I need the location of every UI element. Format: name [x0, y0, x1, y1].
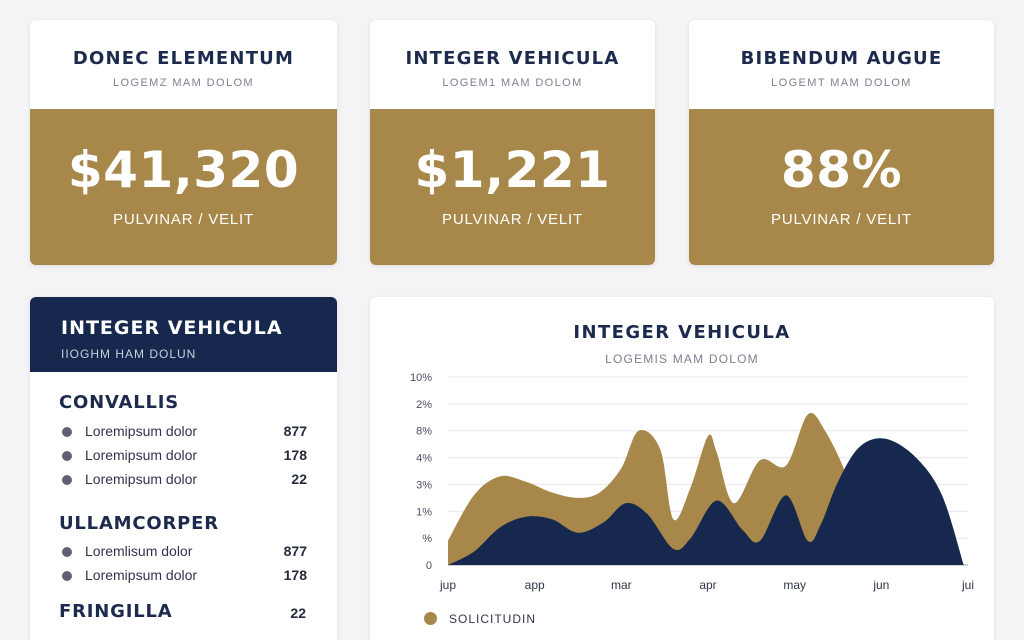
x-tick-label: jui	[961, 578, 974, 592]
y-tick-label: 3%	[416, 479, 432, 491]
y-tick-label: 2%	[416, 399, 432, 411]
kpi-subtitle: LOGEMZ MAM DOLOM	[113, 77, 254, 89]
x-tick-label: mar	[611, 578, 632, 592]
kpi-card-2: INTEGER VEHICULA LOGEM1 MAM DOLOM $1,221…	[370, 20, 655, 265]
bullet-icon	[62, 571, 72, 581]
list-item: Loremipsum dolor 22	[62, 470, 307, 490]
section-title-ullamcorper: ULLAMCORPER	[59, 513, 219, 534]
list-item: Loremlisum dolor 877	[62, 542, 307, 562]
kpi-card-header: BIBENDUM AUGUE LOGEMT MAM DOLOM	[689, 20, 994, 109]
list-item: Loremipsum dolor 178	[62, 446, 307, 466]
list-panel-title: INTEGER VEHICULA	[61, 317, 283, 339]
chart-panel: INTEGER VEHICULA LOGEMIS MAM DOLOM 10% 2%…	[370, 297, 994, 640]
legend-swatch	[424, 612, 437, 625]
list-item: Loremipsum dolor 178	[62, 566, 307, 586]
list-item-label: Loremlisum dolor	[85, 543, 193, 559]
y-tick-label: 1%	[416, 506, 432, 518]
kpi-title: INTEGER VEHICULA	[405, 48, 620, 69]
list-item-value: 877	[283, 543, 307, 559]
list-item-value: 877	[283, 423, 307, 439]
bullet-icon	[62, 427, 72, 437]
x-tick-label: jup	[439, 578, 456, 592]
section-title-convallis: CONVALLIS	[59, 392, 180, 413]
x-tick-label: apr	[699, 578, 716, 592]
list-panel-header: INTEGER VEHICULA IIOGHM HAM DOLUN	[30, 297, 337, 372]
x-tick-label: may	[783, 578, 806, 592]
kpi-subtitle: LOGEM1 MAM DOLOM	[442, 77, 583, 89]
kpi-value: $41,320	[67, 141, 300, 199]
kpi-caption: PULVINAR / VELIT	[771, 211, 912, 228]
kpi-value: $1,221	[414, 141, 611, 199]
list-item-label: Loremipsum dolor	[85, 423, 198, 439]
kpi-card-3: BIBENDUM AUGUE LOGEMT MAM DOLOM 88% PULV…	[689, 20, 994, 265]
area-chart: 10% 2% 8% 4% 3% 1%% 0 jup app mar apr may jun jui	[410, 372, 974, 592]
kpi-caption: PULVINAR / VELIT	[113, 211, 254, 228]
y-tick-label: 0	[426, 560, 432, 572]
kpi-card-header: DONEC ELEMENTUM LOGEMZ MAM DOLOM	[30, 20, 337, 109]
chart-title: INTEGER VEHICULA	[573, 322, 791, 343]
kpi-card-header: INTEGER VEHICULA LOGEM1 MAM DOLOM	[370, 20, 655, 109]
kpi-value: 88%	[780, 141, 903, 199]
x-tick-label: jun	[872, 578, 889, 592]
bullet-icon	[62, 451, 72, 461]
y-tick-label: 4%	[416, 453, 432, 465]
list-item-value: 178	[283, 567, 307, 583]
y-tick-label: 10%	[410, 372, 432, 384]
bullet-icon	[62, 547, 72, 557]
kpi-title: BIBENDUM AUGUE	[740, 48, 943, 69]
list-item: Loremipsum dolor 877	[62, 422, 307, 442]
chart-subtitle: LOGEMIS MAM DOLOM	[605, 352, 759, 366]
list-item-value: 22	[291, 471, 307, 487]
list-item-label: Loremipsum dolor	[85, 447, 198, 463]
y-tick-label: %	[422, 533, 432, 545]
kpi-subtitle: LOGEMT MAM DOLOM	[771, 77, 912, 89]
kpi-card-body: 88% PULVINAR / VELIT	[689, 109, 994, 265]
x-tick-label: app	[525, 578, 545, 592]
section-title-fringilla: FRINGILLA	[59, 601, 173, 622]
section-value: 22	[290, 605, 306, 621]
kpi-caption: PULVINAR / VELIT	[442, 211, 583, 228]
y-tick-label: 8%	[416, 426, 432, 438]
list-panel: INTEGER VEHICULA IIOGHM HAM DOLUN CONVAL…	[30, 297, 337, 640]
list-item-label: Loremipsum dolor	[85, 471, 198, 487]
kpi-title: DONEC ELEMENTUM	[72, 48, 295, 69]
kpi-card-body: $41,320 PULVINAR / VELIT	[30, 109, 337, 265]
kpi-card-body: $1,221 PULVINAR / VELIT	[370, 109, 655, 265]
legend-label: SOLICITUDIN	[449, 612, 537, 626]
bullet-icon	[62, 475, 72, 485]
list-item-label: Loremipsum dolor	[85, 567, 198, 583]
kpi-card-1: DONEC ELEMENTUM LOGEMZ MAM DOLOM $41,320…	[30, 20, 337, 265]
list-item-value: 178	[283, 447, 307, 463]
area-series-2	[448, 438, 964, 565]
list-panel-subtitle: IIOGHM HAM DOLUN	[61, 347, 197, 361]
